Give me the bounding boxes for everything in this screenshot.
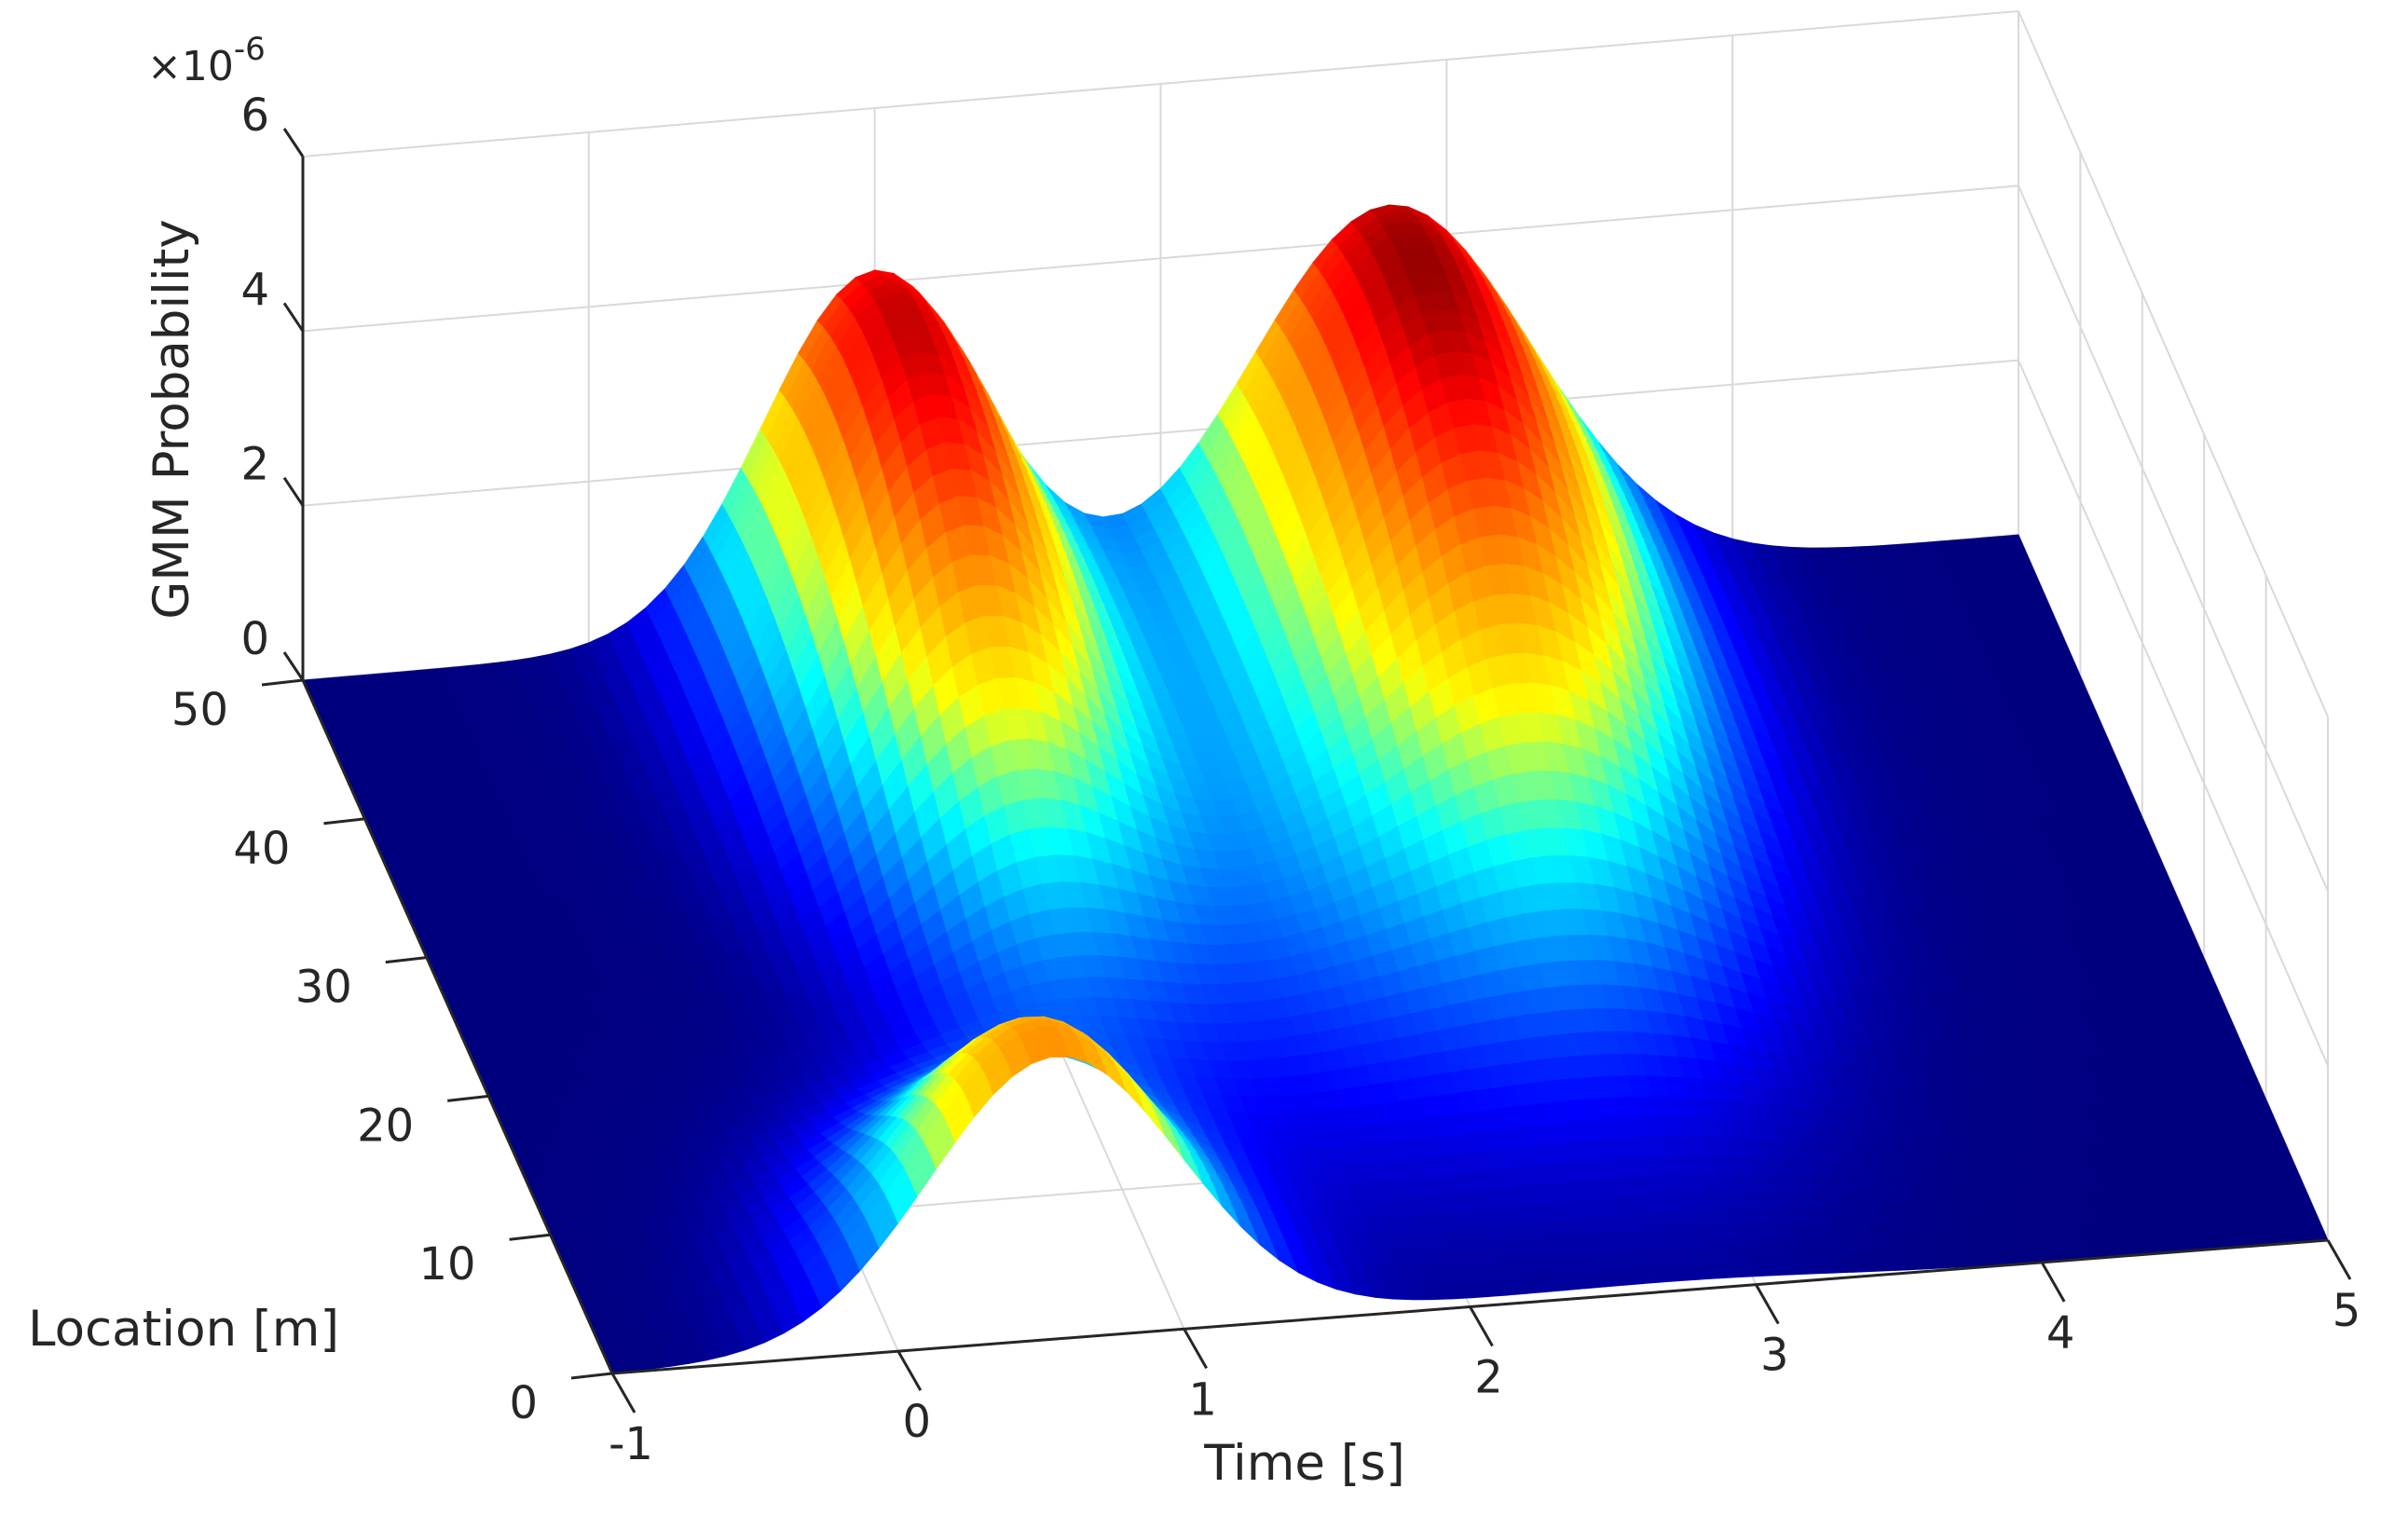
y-tick-mark (385, 956, 427, 964)
y-tick-label: 30 (295, 962, 352, 1014)
side-wall-grid-line (2018, 360, 2329, 1067)
surface-plot (302, 204, 2329, 1373)
x-tick-mark (610, 1373, 636, 1414)
y-tick-mark (261, 678, 304, 687)
x-tick-mark (896, 1350, 923, 1391)
y-tick-mark (323, 817, 365, 826)
x-tick-label: 0 (903, 1396, 932, 1448)
y-tick-label: 40 (233, 823, 290, 875)
x-tick-mark (2326, 1239, 2352, 1280)
z-tick-mark (282, 651, 305, 681)
z-axis-title: GMM Probability (144, 219, 200, 620)
y-tick-mark (570, 1372, 613, 1380)
x-tick-label: 2 (1474, 1352, 1503, 1404)
z-tick-label: 4 (240, 264, 269, 316)
side-wall-grid-line (2018, 10, 2329, 717)
z-scale-multiplier: ×10-6 (147, 31, 266, 90)
back-wall-grid-line (302, 184, 2019, 333)
x-axis-title: Time [s] (1203, 1435, 1405, 1492)
z-tick-mark (282, 128, 305, 157)
y-tick-mark (447, 1094, 489, 1102)
x-tick-mark (2040, 1262, 2066, 1303)
x-tick-label: 3 (1760, 1330, 1789, 1382)
y-tick-label: 0 (509, 1377, 538, 1429)
back-wall-grid-line (302, 359, 2019, 507)
x-tick-mark (1183, 1328, 1208, 1370)
y-axis-title: Location [m] (28, 1301, 339, 1358)
x-tick-label: -1 (609, 1418, 653, 1470)
x-tick-label: 5 (2333, 1285, 2361, 1337)
z-tick-label: 0 (240, 613, 269, 665)
x-tick-mark (1755, 1283, 1780, 1325)
x-tick-label: 4 (2046, 1307, 2075, 1359)
x-tick-label: 1 (1188, 1373, 1217, 1426)
z-tick-mark (282, 476, 305, 507)
y-tick-label: 20 (357, 1099, 414, 1152)
side-wall-grid-line (2018, 184, 2329, 892)
z-tick-mark (282, 302, 305, 333)
z-tick-label: 2 (240, 439, 269, 491)
y-tick-mark (509, 1233, 551, 1241)
back-wall-grid-line (302, 10, 2019, 157)
y-tick-label: 10 (419, 1238, 476, 1291)
x-tick-mark (1469, 1305, 1494, 1347)
z-tick-label: 6 (240, 89, 269, 142)
y-tick-label: 50 (171, 684, 228, 736)
